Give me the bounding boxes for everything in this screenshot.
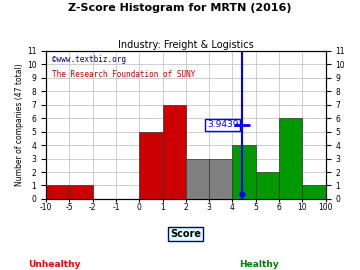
- Text: Healthy: Healthy: [239, 260, 279, 269]
- Text: Unhealthy: Unhealthy: [28, 260, 80, 269]
- Bar: [69, 185, 93, 199]
- Bar: [302, 185, 326, 199]
- Bar: [209, 158, 233, 199]
- Bar: [163, 105, 186, 199]
- Text: Z-Score Histogram for MRTN (2016): Z-Score Histogram for MRTN (2016): [68, 3, 292, 13]
- Bar: [279, 118, 302, 199]
- Bar: [139, 131, 163, 199]
- Text: 3.9439: 3.9439: [207, 120, 238, 129]
- Title: Industry: Freight & Logistics: Industry: Freight & Logistics: [118, 40, 254, 50]
- Bar: [186, 158, 209, 199]
- X-axis label: Score: Score: [170, 229, 201, 239]
- Text: ©www.textbiz.org: ©www.textbiz.org: [52, 55, 126, 64]
- Bar: [233, 145, 256, 199]
- Y-axis label: Number of companies (47 total): Number of companies (47 total): [15, 63, 24, 186]
- Bar: [46, 185, 69, 199]
- Text: The Research Foundation of SUNY: The Research Foundation of SUNY: [52, 70, 195, 79]
- Bar: [256, 172, 279, 199]
